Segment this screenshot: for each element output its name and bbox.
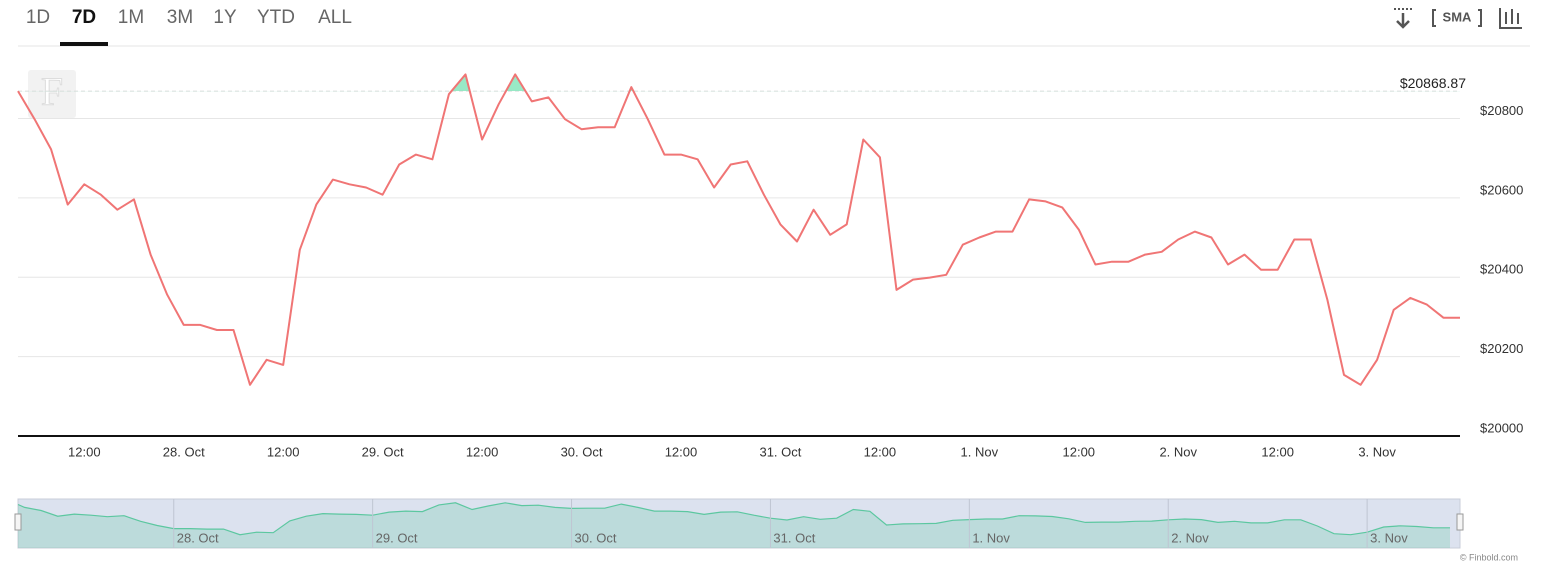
navigator-line	[17, 502, 1450, 536]
navigator-area	[18, 502, 1450, 548]
reference-label: $20868.87	[1400, 75, 1466, 91]
above-area	[18, 74, 1460, 92]
x-tick-label: 12:00	[466, 444, 499, 459]
navigator-label: 2. Nov	[1171, 530, 1209, 545]
x-tick-label: 12:00	[1261, 444, 1294, 459]
download-icon[interactable]	[1394, 8, 1412, 29]
y-tick-label: $20800	[1480, 103, 1523, 118]
x-tick-label: 12:00	[665, 444, 698, 459]
x-tick-label: 28. Oct	[163, 444, 205, 459]
x-tick-label: 3. Nov	[1358, 444, 1396, 459]
y-tick-label: $20200	[1480, 341, 1523, 356]
x-tick-label: 12:00	[68, 444, 101, 459]
navigator-handle[interactable]	[1456, 513, 1464, 531]
x-tick-label: 31. Oct	[759, 444, 801, 459]
price-line	[17, 73, 1460, 386]
range-button[interactable]: ALL	[318, 7, 352, 28]
range-button[interactable]: 1M	[118, 7, 144, 28]
logo: F	[41, 69, 63, 114]
navigator-label: 3. Nov	[1370, 530, 1408, 545]
x-tick-label: 2. Nov	[1159, 444, 1197, 459]
range-button[interactable]: 1Y	[213, 7, 237, 28]
y-tick-label: $20600	[1480, 182, 1523, 197]
sma-button[interactable]: SMA	[1443, 9, 1473, 24]
navigator-label: 29. Oct	[376, 530, 418, 545]
active-underline	[60, 42, 108, 46]
navigator-label: 30. Oct	[575, 530, 617, 545]
credits: © Finbold.com	[1460, 552, 1518, 562]
y-tick-label: $20400	[1480, 262, 1523, 277]
x-tick-label: 1. Nov	[961, 444, 999, 459]
range-button[interactable]: YTD	[257, 7, 295, 28]
x-tick-label: 30. Oct	[561, 444, 603, 459]
navigator-label: 1. Nov	[972, 530, 1010, 545]
x-tick-label: 12:00	[864, 444, 897, 459]
logo-box	[28, 70, 76, 118]
range-button[interactable]: 3M	[167, 7, 193, 28]
x-tick-label: 29. Oct	[362, 444, 404, 459]
navigator-bg	[17, 498, 1461, 549]
range-button[interactable]: 1D	[26, 7, 50, 28]
x-tick-label: 12:00	[267, 444, 300, 459]
navigator-handle[interactable]	[14, 513, 22, 531]
navigator-label: 28. Oct	[177, 530, 219, 545]
candlestick-icon[interactable]	[1499, 8, 1522, 29]
range-button[interactable]: 7D	[72, 7, 96, 28]
y-tick-label: $20000	[1480, 420, 1523, 435]
x-tick-label: 12:00	[1063, 444, 1096, 459]
sma-brackets	[1432, 9, 1482, 27]
navigator-label: 31. Oct	[773, 530, 815, 545]
